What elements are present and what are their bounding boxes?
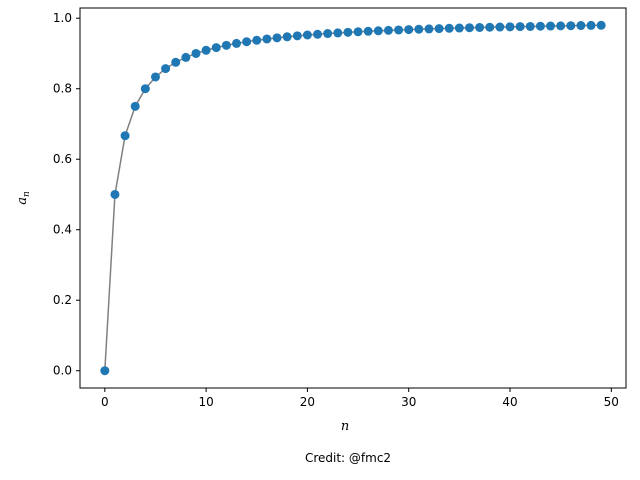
x-tick-label: 30 (401, 395, 416, 409)
data-point (130, 101, 140, 111)
data-point (302, 30, 312, 40)
data-point (414, 24, 424, 34)
y-axis-label-subscript: n (22, 191, 32, 197)
credit-text: Credit: @fmc2 (305, 451, 391, 465)
x-tick-label: 0 (101, 395, 109, 409)
y-axis-label-base: a (15, 197, 30, 205)
data-point (242, 37, 252, 47)
data-point (282, 32, 292, 42)
data-point (262, 34, 272, 44)
data-point (150, 72, 160, 82)
data-point (464, 23, 474, 33)
data-point (404, 25, 414, 35)
data-point (495, 22, 505, 32)
data-point (363, 26, 373, 36)
data-point (292, 31, 302, 41)
x-tick-label: 50 (604, 395, 619, 409)
svg-text:an: an (15, 191, 32, 205)
y-axis-ticks: 0.0 0.2 0.4 0.6 0.8 1.0 (53, 11, 80, 378)
data-point (181, 52, 191, 62)
x-tick-label: 20 (300, 395, 315, 409)
y-tick-label: 0.6 (53, 152, 72, 166)
data-point (120, 131, 130, 141)
plot-area (80, 8, 626, 388)
data-point (383, 25, 393, 35)
data-point (191, 48, 201, 58)
data-point (434, 24, 444, 34)
y-tick-label: 0.4 (53, 223, 72, 237)
data-point (444, 23, 454, 33)
data-point (161, 64, 171, 74)
x-axis-label: n (341, 419, 349, 434)
data-point (475, 22, 485, 32)
y-tick-label: 0.8 (53, 82, 72, 96)
data-point (525, 21, 535, 31)
data-point (424, 24, 434, 34)
data-point (485, 22, 495, 32)
y-axis-label: an (15, 191, 32, 205)
data-point (110, 189, 120, 199)
series-markers-group (100, 20, 606, 376)
data-point (252, 35, 262, 45)
data-point (546, 21, 556, 31)
data-point (333, 28, 343, 38)
data-point (100, 366, 110, 376)
x-tick-label: 10 (198, 395, 213, 409)
data-point (353, 27, 363, 37)
data-point (586, 20, 596, 30)
data-point (313, 29, 323, 39)
axes-frame (79, 7, 627, 389)
data-point (140, 84, 150, 94)
data-point (596, 20, 606, 30)
data-point (454, 23, 464, 33)
data-point (221, 40, 231, 50)
data-point (232, 38, 242, 48)
data-point (505, 22, 515, 32)
data-point (566, 21, 576, 31)
data-point (201, 45, 211, 55)
data-point (272, 33, 282, 43)
data-point (556, 21, 566, 31)
data-point (394, 25, 404, 35)
y-tick-label: 0.2 (53, 293, 72, 307)
data-point (576, 21, 586, 31)
data-point (171, 57, 181, 67)
data-point (515, 22, 525, 32)
axes-spines (79, 7, 627, 389)
data-point (535, 21, 545, 31)
data-point (373, 26, 383, 36)
x-axis-ticks: 0 10 20 30 40 50 (101, 388, 619, 409)
data-point (211, 43, 221, 53)
data-point (343, 27, 353, 37)
y-tick-label: 0.0 (53, 364, 72, 378)
y-tick-label: 1.0 (53, 11, 72, 25)
x-tick-label: 40 (502, 395, 517, 409)
data-point (323, 29, 333, 39)
